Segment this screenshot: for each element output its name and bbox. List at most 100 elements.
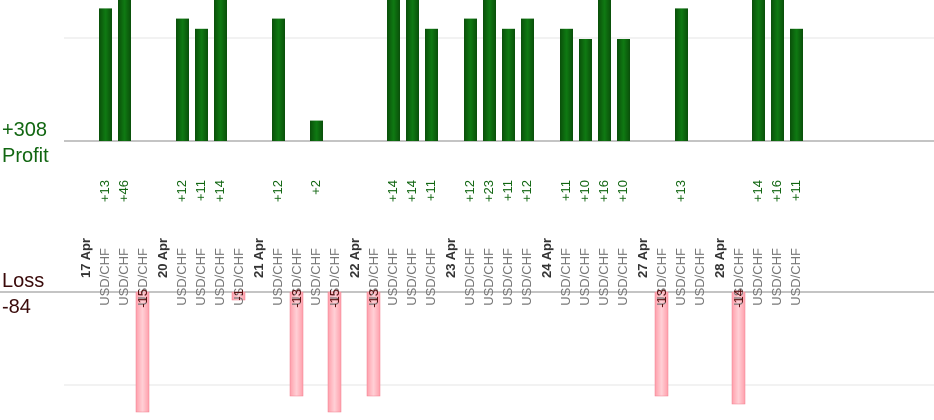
profit-value-label: +46	[116, 180, 131, 202]
profit-value-label: +11	[193, 180, 208, 201]
loss-bar	[135, 291, 150, 413]
profit-bar	[176, 18, 189, 142]
pair-label: USD/CHF	[404, 248, 419, 306]
profit-bar	[214, 0, 227, 142]
profit-bar	[387, 0, 400, 142]
labels: 17 Apr USD/CHF +13 USD/CHF +46 USD/CHF -15 20 A…	[78, 180, 803, 308]
axis-lines	[0, 140, 934, 293]
profit-value-label: +10	[615, 180, 630, 202]
profit-bar	[483, 0, 496, 142]
date-label: 28 Apr	[712, 238, 727, 278]
profit-bar	[464, 18, 477, 142]
profit-value-label: +12	[270, 180, 285, 202]
loss-bar	[366, 291, 381, 397]
profit-value-label: +12	[519, 180, 534, 202]
pair-label: USD/CHF	[327, 248, 342, 306]
pair-label: USD/CHF	[231, 248, 246, 306]
pair-label: USD/CHF	[596, 248, 611, 306]
pair-label: USD/CHF	[615, 248, 630, 306]
pair-label: USD/CHF	[654, 248, 669, 306]
profit-value-label: +23	[481, 180, 496, 202]
profit-value-label: +14	[750, 180, 765, 202]
profit-bar	[118, 0, 131, 141]
loss-total: -84	[2, 296, 31, 318]
pair-label: USD/CHF	[116, 248, 131, 306]
pair-label: USD/CHF	[212, 248, 227, 306]
profit-total: +308	[2, 119, 48, 141]
profit-bar	[195, 28, 208, 141]
pair-label: USD/CHF	[519, 248, 534, 306]
loss-bar	[289, 291, 304, 397]
pair-label: USD/CHF	[462, 248, 477, 306]
pair-label: USD/CHF	[289, 248, 304, 306]
profit-bar	[560, 28, 573, 141]
profit-bar	[675, 8, 688, 142]
loss-value-label: -14	[731, 289, 746, 308]
pair-label: USD/CHF	[193, 248, 208, 306]
profit-bar	[99, 8, 112, 142]
profit-bar	[310, 120, 323, 141]
loss-value-label: -13	[366, 289, 381, 308]
profit-value-label: +13	[97, 180, 112, 202]
profit-value-label: +12	[174, 180, 189, 202]
pair-label: USD/CHF	[500, 248, 515, 306]
profit-bar	[771, 0, 784, 141]
pair-label: USD/CHF	[385, 248, 400, 306]
profit-title: Profit	[2, 145, 49, 167]
loss-value-label: -15	[135, 289, 150, 308]
profit-value-label: +2	[308, 180, 323, 195]
profit-bar	[752, 0, 765, 142]
date-label: 22 Apr	[347, 238, 362, 278]
profit-bar	[425, 28, 438, 141]
profit-bar	[579, 39, 592, 141]
date-label: 27 Apr	[635, 238, 650, 278]
profit-value-label: +11	[423, 180, 438, 201]
loss-value-label: -1	[231, 289, 246, 301]
bars	[99, 0, 803, 413]
pair-label: USD/CHF	[423, 248, 438, 306]
pair-label: USD/CHF	[769, 248, 784, 306]
pair-label: USD/CHF	[135, 248, 150, 306]
pair-label: USD/CHF	[731, 248, 746, 306]
profit-value-label: +10	[577, 180, 592, 202]
grid-lines	[64, 37, 934, 386]
date-label: 21 Apr	[251, 238, 266, 278]
loss-value-label: -13	[654, 289, 669, 308]
profit-value-label: +16	[596, 180, 611, 202]
profit-value-label: +14	[212, 180, 227, 202]
pair-label: USD/CHF	[481, 248, 496, 306]
pair-label: USD/CHF	[270, 248, 285, 306]
loss-value-label: -13	[289, 289, 304, 308]
pair-label: USD/CHF	[692, 248, 707, 306]
loss-bar	[231, 291, 246, 301]
profit-value-label: +11	[500, 180, 515, 201]
pair-label: USD/CHF	[174, 248, 189, 306]
loss-title: Loss	[2, 270, 45, 292]
pair-label: USD/CHF	[788, 248, 803, 306]
pair-label: USD/CHF	[366, 248, 381, 306]
profit-bar	[598, 0, 611, 141]
profit-value-label: +11	[788, 180, 803, 201]
pair-label: USD/CHF	[673, 248, 688, 306]
profit-value-label: +14	[404, 180, 419, 202]
pair-label: USD/CHF	[308, 248, 323, 306]
pair-label: USD/CHF	[97, 248, 112, 306]
profit-bar	[521, 18, 534, 142]
date-label: 23 Apr	[443, 238, 458, 278]
loss-bar	[327, 291, 342, 413]
profit-value-label: +14	[385, 180, 400, 202]
profit-value-label: +16	[769, 180, 784, 202]
date-label: 17 Apr	[78, 238, 93, 278]
profit-bar	[502, 28, 515, 141]
pair-label: USD/CHF	[577, 248, 592, 306]
profit-bar	[406, 0, 419, 142]
profit-value-label: +13	[673, 180, 688, 202]
loss-bar	[654, 291, 669, 397]
date-label: 20 Apr	[155, 238, 170, 278]
pair-label: USD/CHF	[750, 248, 765, 306]
pair-label: USD/CHF	[558, 248, 573, 306]
loss-value-label: -15	[327, 289, 342, 308]
loss-bar	[731, 291, 746, 405]
profit-bar	[790, 28, 803, 141]
